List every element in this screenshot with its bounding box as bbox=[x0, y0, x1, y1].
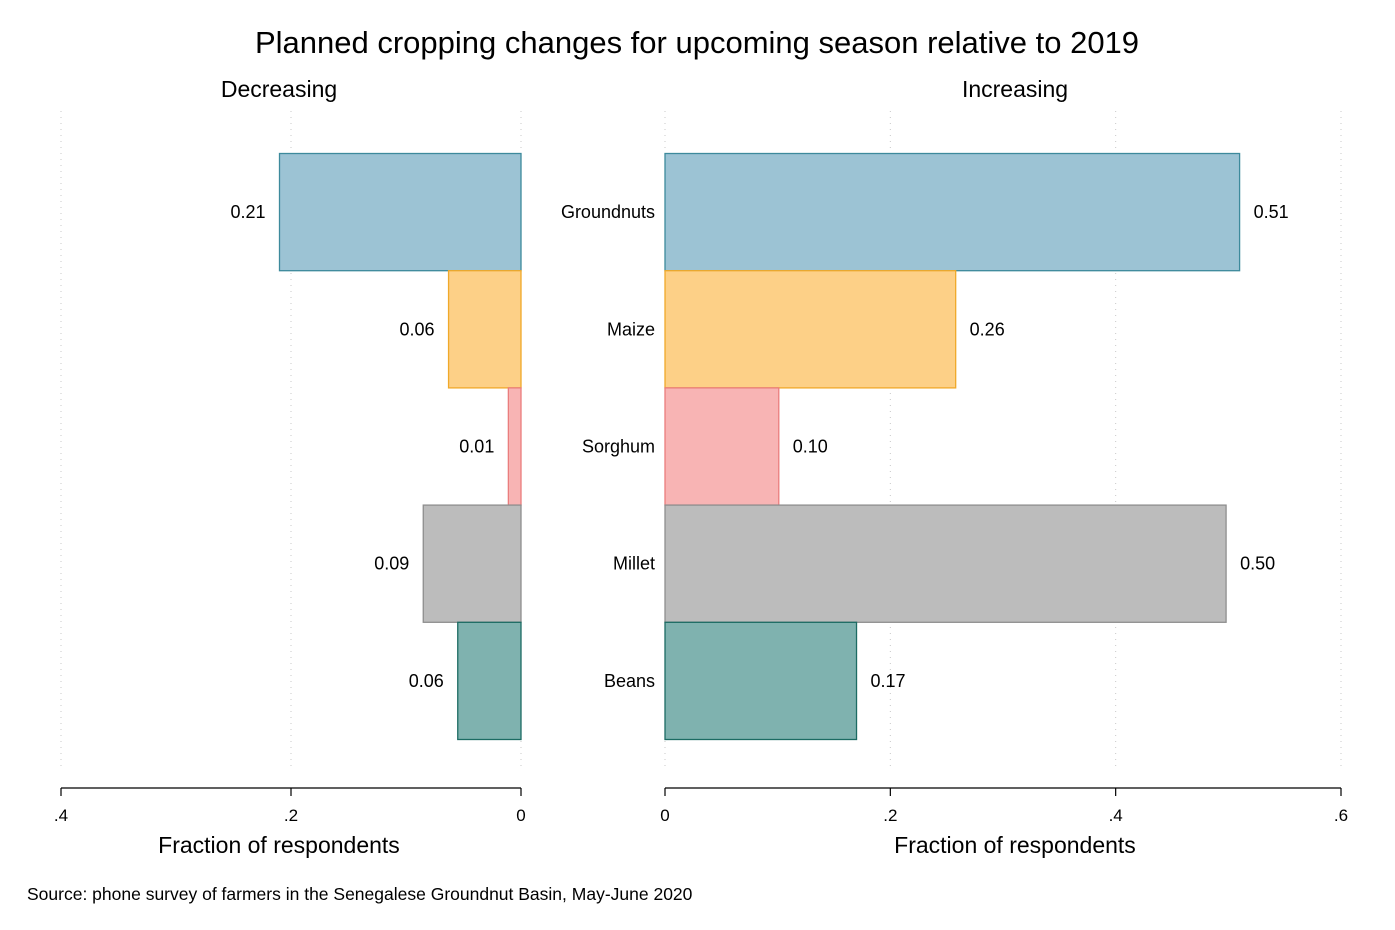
value-label: 0.51 bbox=[1254, 202, 1289, 222]
value-label: 0.26 bbox=[970, 319, 1005, 339]
bar-groundnuts bbox=[278, 152, 522, 272]
category-label: Millet bbox=[613, 554, 655, 574]
panel-decreasing: Decreasing 0.21 0.06 0.01 0.09 0.06 .4 .2 0 Fract… bbox=[54, 76, 526, 858]
x-tick-label: .4 bbox=[1109, 806, 1123, 825]
bar-beans bbox=[664, 621, 858, 741]
value-label: 0.06 bbox=[400, 319, 435, 339]
bar-maize bbox=[664, 270, 957, 389]
bar-beans bbox=[457, 621, 522, 741]
x-axis-title: Fraction of respondents bbox=[894, 832, 1136, 858]
category-label: Groundnuts bbox=[561, 202, 655, 222]
category-label: Beans bbox=[604, 671, 655, 691]
x-tick-label: 0 bbox=[516, 806, 525, 825]
bar-millet bbox=[664, 504, 1227, 623]
bar-sorghum bbox=[507, 387, 522, 506]
chart-source-note: Source: phone survey of farmers in the S… bbox=[27, 884, 693, 904]
bar-sorghum bbox=[664, 387, 780, 506]
value-label: 0.50 bbox=[1240, 554, 1275, 574]
panels-layer: Decreasing 0.21 0.06 0.01 0.09 0.06 .4 .2 0 Fract… bbox=[54, 76, 1348, 858]
value-label: 0.21 bbox=[230, 202, 265, 222]
value-label: 0.09 bbox=[374, 554, 409, 574]
panel-title: Decreasing bbox=[221, 76, 337, 102]
value-label: 0.01 bbox=[459, 437, 494, 457]
x-tick-label: .2 bbox=[284, 806, 298, 825]
x-tick-label: .2 bbox=[883, 806, 897, 825]
value-label: 0.06 bbox=[409, 671, 444, 691]
x-tick-label: .6 bbox=[1334, 806, 1348, 825]
x-axis-title: Fraction of respondents bbox=[158, 832, 400, 858]
value-label: 0.10 bbox=[793, 437, 828, 457]
panel-increasing: Increasing 0.51 Groundnuts 0.26 Maize 0.10 Sor… bbox=[561, 76, 1348, 858]
bar-groundnuts bbox=[664, 152, 1241, 272]
chart-title: Planned cropping changes for upcoming se… bbox=[255, 25, 1139, 60]
category-label: Sorghum bbox=[582, 437, 655, 457]
x-tick-label: 0 bbox=[660, 806, 669, 825]
x-tick-label: .4 bbox=[54, 806, 68, 825]
bar-maize bbox=[447, 270, 522, 389]
value-label: 0.17 bbox=[871, 671, 906, 691]
bar-millet bbox=[422, 504, 522, 623]
panel-title: Increasing bbox=[962, 76, 1068, 102]
category-label: Maize bbox=[607, 319, 655, 339]
